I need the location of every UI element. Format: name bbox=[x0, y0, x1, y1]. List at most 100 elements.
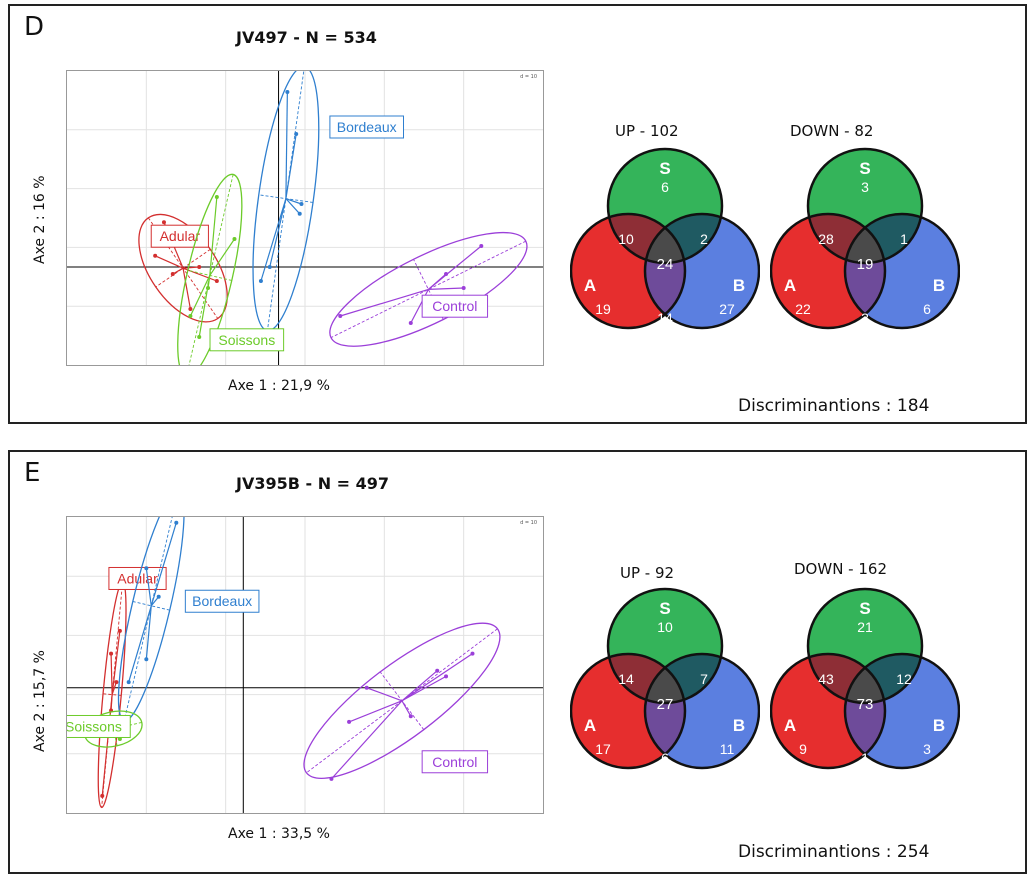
soissons-label-box bbox=[209, 328, 285, 352]
region-center bbox=[845, 214, 885, 263]
soissons-point bbox=[232, 237, 237, 241]
bordeaux-star-line bbox=[260, 198, 287, 282]
region-center-inner bbox=[845, 214, 885, 263]
venn-count-s: 6 bbox=[661, 179, 669, 195]
region-center-inner bbox=[845, 654, 885, 703]
venn-count-all: 27 bbox=[657, 696, 674, 713]
venn-label-a: A bbox=[584, 716, 596, 735]
venn-outline bbox=[770, 652, 887, 770]
adular-star-line bbox=[111, 630, 121, 695]
venn-label-s: S bbox=[659, 599, 670, 618]
control-point bbox=[444, 272, 449, 276]
bordeaux-axis bbox=[266, 66, 305, 331]
panel-letter: E bbox=[24, 458, 41, 488]
soissons-label: Soissons bbox=[218, 332, 275, 348]
bordeaux-label-box bbox=[329, 115, 405, 139]
venn-label-b: B bbox=[933, 716, 945, 735]
adular-star-line bbox=[183, 266, 200, 269]
pca-plot-svg: Adular Bordeaux Soissons Control bbox=[67, 65, 543, 378]
bordeaux-star-line bbox=[285, 198, 301, 215]
bordeaux-point bbox=[144, 566, 149, 571]
control-label: Control bbox=[432, 754, 477, 770]
panel-title: JV497 - N = 534 bbox=[236, 28, 377, 47]
control-point bbox=[329, 776, 334, 781]
bordeaux-axis bbox=[132, 601, 170, 611]
pca-plot: Adular Bordeaux Soissons Control d = 10 bbox=[56, 490, 544, 814]
discriminations-count: Discriminantions : 254 bbox=[738, 842, 930, 862]
scale-label: d = 10 bbox=[520, 74, 537, 80]
soissons-label: Soissons bbox=[67, 718, 122, 734]
soissons-point bbox=[206, 286, 211, 290]
venn-count-ab: 3 bbox=[861, 310, 869, 326]
adular-axis bbox=[155, 248, 211, 288]
bordeaux-star-line bbox=[285, 91, 288, 199]
adular-star-line bbox=[111, 681, 117, 695]
venn-count-as: 14 bbox=[618, 671, 634, 687]
venn-count-b: 11 bbox=[720, 741, 735, 757]
control-star-line bbox=[340, 288, 429, 317]
venn-outline bbox=[843, 212, 960, 330]
control-star-line bbox=[428, 287, 464, 290]
adular-point bbox=[100, 793, 105, 798]
venn-count-as: 28 bbox=[818, 231, 834, 247]
bordeaux-point bbox=[299, 202, 304, 206]
region-center-fill bbox=[645, 214, 685, 263]
venn-outline bbox=[843, 652, 960, 770]
venn-count-ab: 14 bbox=[657, 310, 673, 326]
venn-label-b: B bbox=[733, 276, 745, 295]
venn-label-a: A bbox=[784, 276, 796, 295]
venn-up-title: UP - 92 bbox=[620, 564, 675, 582]
control-star-line bbox=[348, 700, 403, 723]
venn-label-a: A bbox=[784, 716, 796, 735]
bordeaux-point bbox=[285, 90, 290, 94]
bordeaux-point bbox=[126, 680, 131, 685]
adular-point bbox=[188, 307, 193, 311]
bordeaux-point bbox=[156, 594, 161, 599]
adular-point bbox=[214, 279, 219, 283]
adular-label-box bbox=[150, 224, 209, 248]
venn-label-s: S bbox=[859, 159, 870, 178]
bordeaux-point bbox=[267, 265, 272, 269]
soissons-point bbox=[197, 335, 202, 339]
y-axis-label: Axe 2 : 16 % bbox=[32, 175, 48, 264]
control-point bbox=[444, 674, 449, 679]
adular-point bbox=[114, 680, 119, 685]
bordeaux-star-line bbox=[269, 198, 287, 268]
soissons-point bbox=[214, 195, 219, 199]
x-axis-label: Axe 1 : 21,9 % bbox=[228, 378, 330, 394]
soissons-axis bbox=[186, 174, 234, 377]
venn-count-b: 6 bbox=[923, 301, 931, 317]
venn-count-sb: 12 bbox=[896, 671, 912, 687]
control-label-box bbox=[421, 294, 489, 318]
adular-star-line bbox=[182, 267, 218, 282]
region-center-fill bbox=[845, 654, 885, 703]
control-star-line bbox=[366, 687, 403, 702]
venn-outline bbox=[770, 212, 887, 330]
region-center-fill bbox=[645, 654, 685, 703]
bordeaux-star-line bbox=[285, 198, 302, 205]
scale-label: d = 10 bbox=[520, 520, 537, 526]
venn-outline bbox=[806, 147, 924, 265]
adular-star-line bbox=[154, 255, 184, 269]
venn-outline bbox=[606, 147, 724, 265]
control-star-line bbox=[428, 273, 447, 290]
bordeaux-star-line bbox=[145, 605, 152, 660]
pca-plot: Adular Bordeaux Soissons Control d = 10 bbox=[66, 65, 544, 378]
control-point bbox=[408, 714, 413, 719]
venn-count-ab: 6 bbox=[661, 750, 669, 766]
venn-label-a: A bbox=[584, 276, 596, 295]
venn-count-all: 73 bbox=[857, 696, 874, 713]
control-point bbox=[461, 286, 466, 290]
discriminations-count: Discriminantions : 184 bbox=[738, 396, 930, 416]
adular-point bbox=[109, 651, 114, 656]
venn-outline bbox=[643, 652, 760, 770]
region-center bbox=[645, 654, 685, 703]
venn-count-sb: 7 bbox=[700, 671, 708, 687]
adular-axis bbox=[101, 581, 124, 808]
venn-count-a: 17 bbox=[595, 741, 611, 757]
region-center-fill bbox=[845, 214, 885, 263]
adular-point bbox=[161, 220, 166, 225]
soissons-star-line bbox=[207, 275, 211, 289]
venn-count-s: 10 bbox=[657, 619, 673, 635]
y-axis-label: Axe 2 : 15,7 % bbox=[32, 650, 48, 752]
